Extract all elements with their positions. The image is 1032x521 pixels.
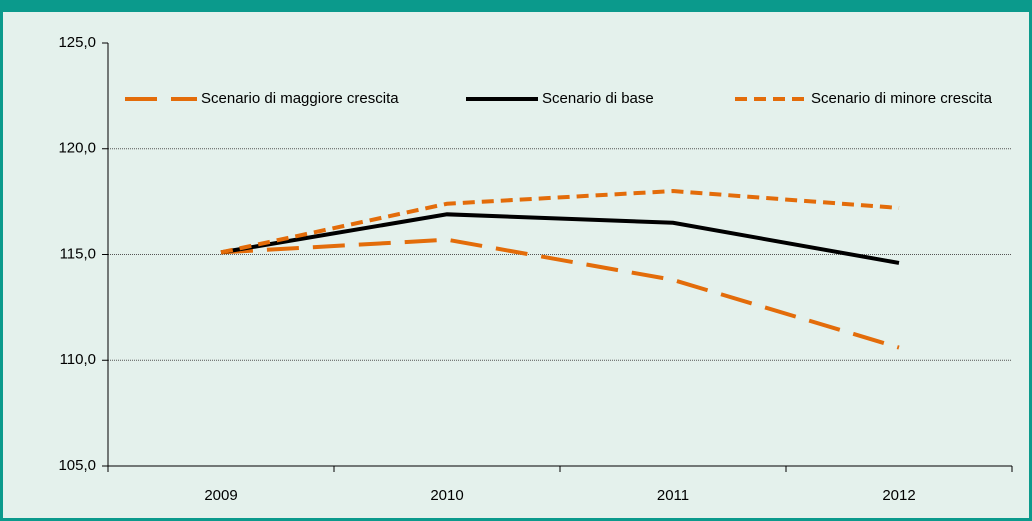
- y-tick-label: 120,0: [58, 140, 96, 157]
- series-line: [220, 212, 900, 265]
- series-line: [220, 189, 900, 255]
- y-tick-label: 115,0: [60, 245, 96, 262]
- y-tick-label: 105,0: [58, 457, 96, 474]
- legend-label: Scenario di base: [542, 90, 654, 107]
- x-tick-label: 2010: [430, 487, 463, 504]
- legend-label: Scenario di minore crescita: [811, 90, 993, 107]
- x-tick-label: 2011: [657, 487, 689, 504]
- y-tick-label: 110,0: [60, 351, 96, 368]
- legend-label: Scenario di maggiore crescita: [201, 90, 399, 107]
- background: [3, 12, 1029, 518]
- series-line: [220, 237, 900, 350]
- y-tick-label: 125,0: [58, 34, 96, 51]
- x-tick-label: 2012: [882, 487, 915, 504]
- x-tick-label: 2009: [204, 487, 237, 504]
